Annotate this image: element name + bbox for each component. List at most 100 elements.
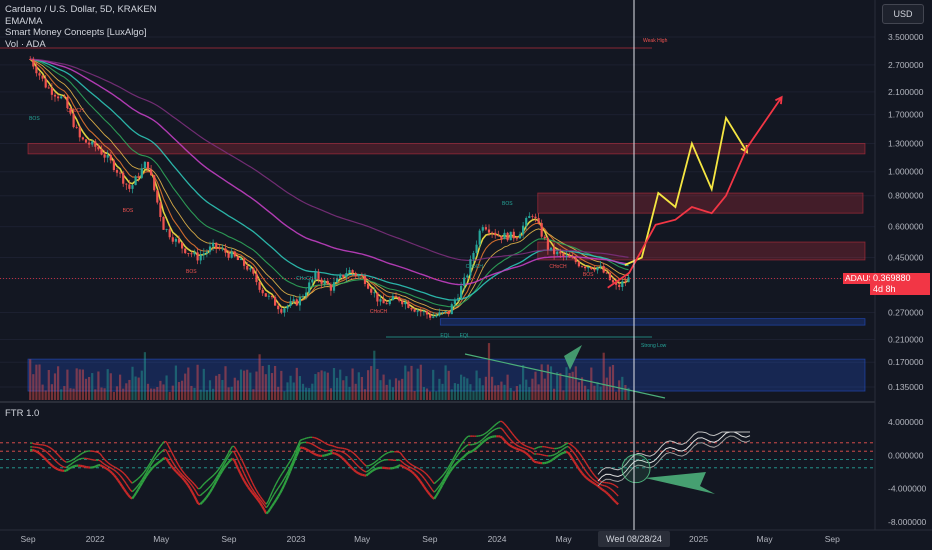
volume-bar bbox=[593, 385, 596, 400]
volume-bar bbox=[422, 387, 426, 400]
oscillator-segment bbox=[315, 437, 319, 440]
oscillator-segment bbox=[397, 464, 401, 468]
oscillator-segment bbox=[479, 439, 483, 442]
candle bbox=[295, 299, 298, 306]
time-tick: 2024 bbox=[488, 534, 507, 544]
oscillator-segment bbox=[179, 474, 183, 479]
volume-bar bbox=[515, 386, 519, 400]
oscillator-segment bbox=[529, 450, 533, 453]
volume-bar bbox=[363, 389, 367, 400]
oscillator-segment bbox=[273, 499, 278, 504]
oscillator-segment bbox=[355, 470, 359, 475]
oscillator-segment bbox=[211, 484, 216, 490]
volume-bar bbox=[215, 375, 218, 400]
candle bbox=[624, 281, 627, 283]
oscillator-segment bbox=[123, 480, 127, 485]
oscillator-segment bbox=[155, 449, 159, 454]
oscillator-segment bbox=[306, 436, 309, 439]
oscillator-segment bbox=[553, 453, 557, 456]
volume-bar bbox=[53, 373, 57, 400]
candle bbox=[425, 311, 429, 315]
oscillator-tick: 4.000000 bbox=[888, 417, 924, 427]
oscillator-segment bbox=[343, 452, 347, 455]
oscillator-segment bbox=[551, 457, 555, 461]
oscillator-segment bbox=[365, 470, 369, 473]
time-tick: 2023 bbox=[287, 534, 306, 544]
oscillator-segment bbox=[321, 449, 325, 452]
oscillator-segment bbox=[481, 433, 485, 436]
oscillator-segment bbox=[523, 447, 527, 450]
volume-bar bbox=[41, 384, 44, 400]
volume-bar bbox=[460, 374, 463, 400]
candle bbox=[41, 75, 44, 79]
ema-line bbox=[30, 58, 629, 261]
oscillator-segment bbox=[77, 454, 81, 457]
candle bbox=[298, 296, 302, 306]
oscillator-segment bbox=[149, 459, 153, 464]
indicator-volume[interactable]: Vol · ADA bbox=[5, 38, 46, 50]
volume-bar bbox=[174, 365, 178, 400]
oscillator-segment bbox=[195, 499, 200, 505]
volume-bar bbox=[491, 376, 494, 400]
oscillator-segment bbox=[121, 485, 126, 491]
oscillator-segment bbox=[361, 469, 365, 472]
smart-money-annotations: BOS CHoCH BOS BOS CHoCH CHoCH EQL EQL CHoCH BOS CH… bbox=[29, 38, 667, 349]
oscillator-segment bbox=[571, 445, 575, 448]
oscillator-segment bbox=[67, 460, 71, 463]
oscillator-segment bbox=[75, 455, 79, 459]
volume-bar bbox=[345, 376, 348, 400]
volume-bar bbox=[466, 378, 469, 400]
oscillator-segment bbox=[605, 491, 609, 496]
oscillator-segment bbox=[363, 463, 367, 467]
volume-bar bbox=[69, 388, 72, 400]
oscillator-segment bbox=[261, 505, 266, 511]
volume-bar bbox=[103, 388, 106, 400]
candle bbox=[534, 216, 537, 219]
indicator-smc[interactable]: Smart Money Concepts [LuxAlgo] bbox=[5, 27, 147, 38]
oscillator-segment bbox=[209, 475, 213, 479]
oscillator-segment bbox=[581, 472, 586, 477]
oscillator-segment bbox=[613, 499, 617, 504]
oscillator-segment bbox=[611, 497, 616, 502]
candle bbox=[574, 258, 577, 263]
volume-bar bbox=[171, 385, 174, 400]
ftr-indicator-title[interactable]: FTR 1.0 bbox=[5, 408, 40, 419]
volume-bar bbox=[255, 371, 258, 400]
oscillator-segment bbox=[101, 456, 105, 460]
candle bbox=[531, 215, 534, 217]
oscillator-segment bbox=[207, 477, 211, 481]
oscillator-segment bbox=[547, 460, 551, 464]
volume-bar bbox=[416, 368, 419, 400]
oscillator-segment bbox=[167, 445, 171, 450]
candle bbox=[115, 170, 119, 173]
oscillator-segment bbox=[117, 468, 121, 471]
oscillator-segment bbox=[183, 472, 187, 477]
candle bbox=[159, 202, 162, 218]
oscillator-segment bbox=[509, 444, 513, 448]
candle bbox=[332, 282, 336, 291]
oscillator-segment bbox=[351, 451, 355, 455]
oscillator-segment bbox=[221, 463, 225, 468]
candle bbox=[342, 274, 345, 278]
oscillator-segment bbox=[493, 428, 497, 431]
candle bbox=[422, 311, 426, 313]
oscillator-segment bbox=[457, 446, 461, 451]
oscillator-segment bbox=[103, 466, 107, 470]
oscillator-segment bbox=[151, 465, 155, 469]
oscillator-segment bbox=[257, 499, 262, 504]
volume-bar bbox=[202, 368, 205, 400]
oscillator-segment bbox=[465, 435, 469, 439]
oscillator-segment bbox=[461, 447, 465, 451]
currency-button[interactable]: USD bbox=[882, 4, 924, 24]
volume-bar bbox=[404, 365, 407, 400]
projection-paths bbox=[607, 95, 783, 289]
indicator-ema[interactable]: EMA/MA bbox=[5, 15, 43, 27]
oscillator-segment bbox=[349, 450, 353, 453]
oscillator-segment bbox=[427, 483, 431, 488]
oscillator-segment bbox=[297, 447, 302, 453]
candle bbox=[447, 311, 450, 315]
price-axis: 3.500000 2.700000 2.100000 1.700000 1.300000… bbox=[888, 32, 927, 527]
oscillator-segment bbox=[519, 446, 523, 449]
candle bbox=[525, 218, 528, 226]
